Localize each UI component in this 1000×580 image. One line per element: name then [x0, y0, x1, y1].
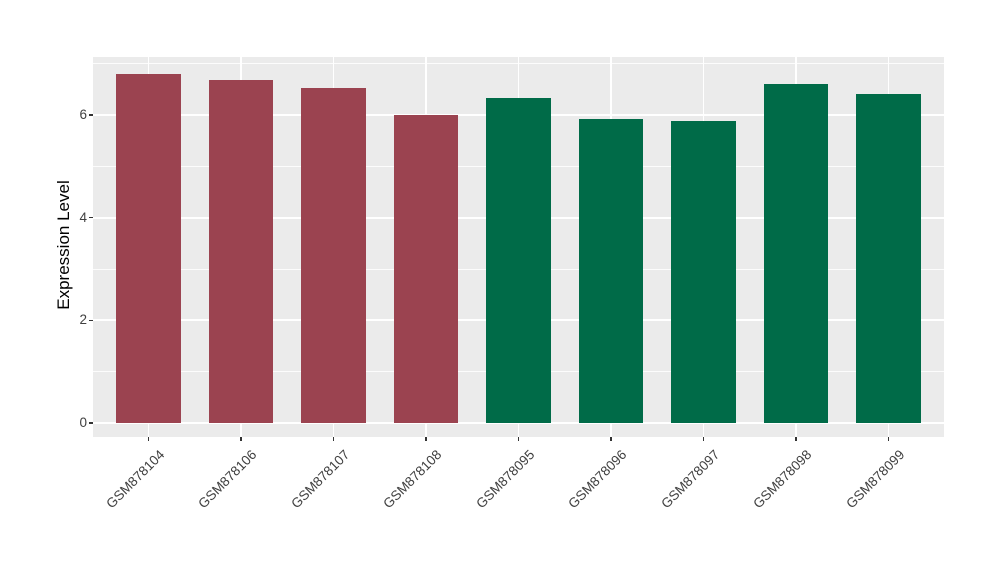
x-tick-label: GSM878095	[472, 447, 538, 512]
bar-GSM878099	[856, 93, 921, 423]
x-tick-label: GSM878106	[195, 447, 260, 512]
y-tick-label: 4	[79, 209, 87, 225]
x-axis-tick	[517, 437, 520, 441]
x-tick-label: GSM878099	[842, 447, 908, 512]
x-tick-label: GSM878108	[380, 447, 445, 512]
x-axis-tick	[147, 437, 150, 441]
x-axis-tick	[795, 437, 797, 441]
bar-GSM878097	[671, 121, 736, 423]
x-tick-label: GSM878096	[565, 447, 630, 512]
y-axis-tick	[89, 216, 93, 219]
x-axis-tick	[425, 437, 427, 441]
bar-GSM878098	[763, 84, 829, 423]
x-tick-label: GSM878107	[287, 447, 353, 512]
y-axis-tick	[89, 422, 93, 424]
bar-GSM878096	[578, 119, 644, 423]
bar-GSM878095	[486, 97, 551, 423]
bar-GSM878106	[208, 80, 274, 423]
bar-GSM878108	[393, 114, 459, 423]
x-axis-tick	[332, 437, 335, 441]
y-axis-title: Expression Level	[54, 180, 73, 310]
x-axis-tick	[610, 437, 612, 441]
x-axis-tick	[702, 437, 705, 441]
x-tick-label: GSM878097	[657, 447, 723, 512]
x-tick-label: GSM878098	[750, 447, 815, 512]
y-axis-tick	[89, 114, 93, 116]
x-axis-tick	[240, 437, 242, 441]
y-tick-label: 0	[79, 415, 87, 430]
bar-GSM878107	[301, 88, 366, 423]
plot-panel	[93, 57, 944, 437]
x-axis-tick	[887, 437, 890, 441]
x-tick-label: GSM878104	[102, 447, 168, 512]
y-axis-tick	[89, 319, 93, 322]
y-tick-label: 2	[79, 312, 87, 328]
y-tick-label: 6	[79, 107, 87, 123]
bar-GSM878104	[116, 73, 181, 423]
